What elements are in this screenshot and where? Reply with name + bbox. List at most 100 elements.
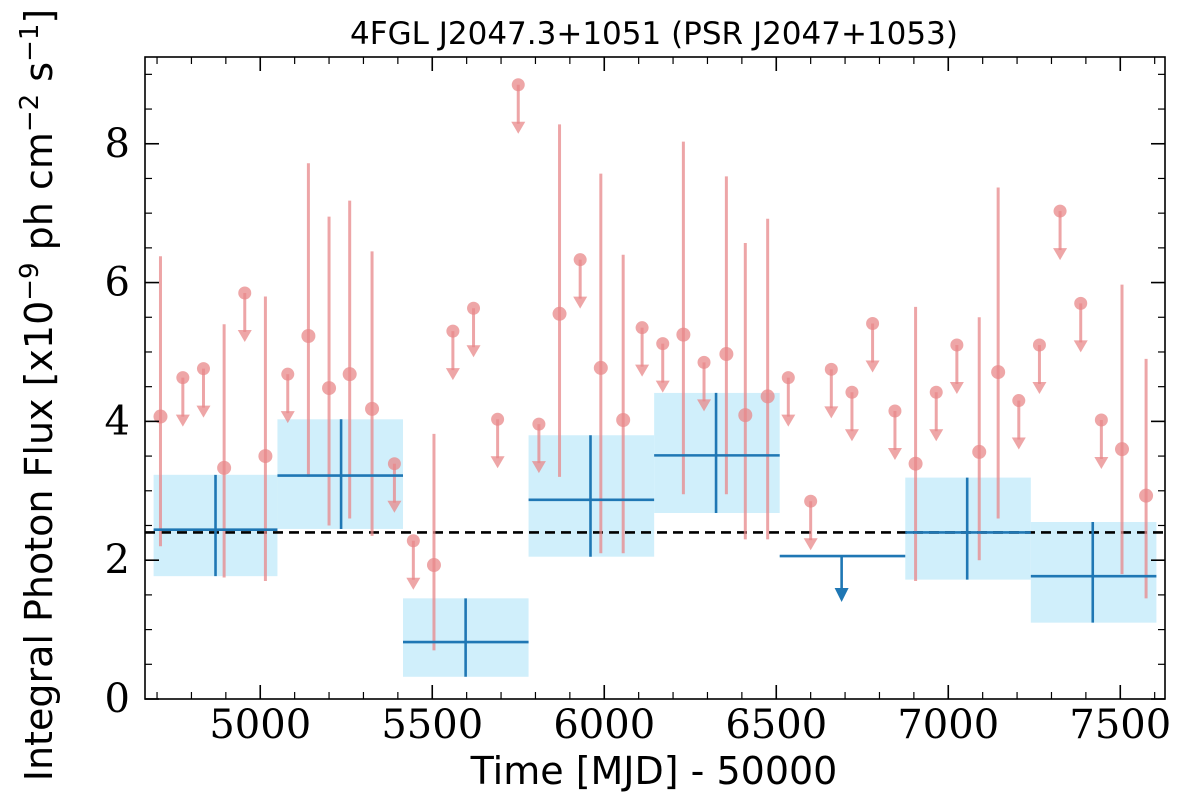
short-bin-upper-limit-arrow-7: [466, 345, 481, 358]
short-bin-upper-limit-arrow-19: [865, 360, 880, 373]
plot-area: [145, 78, 1165, 677]
short-bin-point-18: [1114, 442, 1129, 457]
short-bin-upper-limit-point-21: [929, 385, 943, 399]
short-bin-upper-limit-point-25: [1053, 204, 1067, 218]
short-bin-upper-limit-arrow-4: [387, 500, 402, 513]
short-bin-upper-limit-point-22: [950, 338, 964, 352]
short-bin-upper-limit-point-2: [238, 286, 252, 300]
chart-title: 4FGL J2047.3+1051 (PSR J2047+1053): [350, 16, 958, 52]
short-bin-upper-limit-point-10: [532, 417, 546, 431]
x-tick-label-5: 7500: [1069, 702, 1171, 748]
short-bin-point-6: [365, 401, 380, 416]
short-bin-upper-limit-arrow-5: [406, 577, 421, 590]
short-bin-upper-limit-arrow-22: [949, 382, 964, 395]
y-tick-label-0: 0: [105, 676, 130, 722]
short-bin-upper-limit-point-11: [573, 253, 587, 267]
y-tick-label-4: 8: [105, 121, 130, 167]
plot-frame: [144, 56, 1166, 700]
short-bin-upper-limit-arrow-26: [1073, 340, 1088, 353]
axis-ticks: 5000 5500 6000 6500 7000 7500 0 2 4 6 8: [105, 57, 1171, 748]
short-bin-upper-limit-arrow-21: [929, 429, 944, 442]
short-bin-upper-limit-arrow-18: [844, 429, 859, 442]
short-bin-point-14: [760, 389, 775, 404]
short-bin-upper-limit-arrow-13: [655, 380, 670, 393]
short-bin-upper-limit-arrow-2: [237, 329, 252, 342]
short-bin-upper-limit-point-1: [196, 362, 210, 376]
short-bin-upper-limit-arrow-3: [280, 411, 295, 424]
short-bin-upper-limit-point-7: [467, 301, 481, 315]
short-bin-upper-limit-point-18: [845, 385, 859, 399]
short-bin-upper-limit-arrow-9: [511, 121, 526, 134]
short-bin-point-3: [301, 329, 316, 344]
y-tick-label-1: 2: [105, 537, 130, 583]
short-bin-point-17: [991, 365, 1006, 380]
y-axis-label-part-3: s: [17, 62, 61, 94]
short-bin-upper-limit-arrow-27: [1094, 456, 1109, 469]
short-bin-upper-limit-point-23: [1012, 394, 1026, 408]
short-bin-upper-limit-arrow-24: [1032, 382, 1047, 395]
short-bin-upper-limit-arrow-14: [697, 399, 712, 412]
short-bin-upper-limit-point-4: [387, 457, 401, 471]
short-bin-point-16: [972, 444, 987, 459]
short-bin-upper-limit-arrow-20: [887, 447, 902, 460]
short-bin-upper-limit-point-5: [406, 534, 420, 548]
y-axis-label-exponent-2: −2: [15, 94, 45, 132]
y-axis-label-exponent-3: −1: [15, 24, 45, 62]
short-bin-point-9: [593, 360, 608, 375]
short-bin-upper-limit-arrow-6: [445, 368, 460, 381]
short-bin-upper-limit-arrow-1: [196, 405, 211, 418]
x-tick-label-3: 6500: [725, 702, 827, 748]
short-bin-upper-limit-point-14: [697, 355, 711, 369]
short-bin-upper-limit-point-9: [511, 78, 525, 92]
short-bin-point-19: [1139, 488, 1154, 503]
short-bin-upper-limit-point-15: [781, 371, 795, 385]
short-bin-upper-limit-point-3: [281, 367, 295, 381]
y-axis-label: Integral Photon Flux [x10−9 ph cm−2 s−1]: [15, 9, 61, 782]
short-bin-upper-limit-arrow-17: [824, 406, 839, 419]
short-bin-upper-limit-point-17: [824, 362, 838, 376]
x-tick-label-4: 7000: [897, 702, 999, 748]
short-bin-point-7: [426, 558, 441, 573]
short-bin-upper-limit-point-27: [1094, 413, 1108, 427]
short-bin-point-12: [719, 347, 734, 362]
short-bin-upper-limit-point-24: [1032, 338, 1046, 352]
short-bin-upper-limit-point-8: [491, 412, 505, 426]
x-tick-label-0: 5000: [209, 702, 311, 748]
short-bin-upper-limit-point-12: [635, 321, 649, 335]
short-bin-upper-limit-arrow-11: [573, 296, 588, 309]
short-bin-upper-limit-arrow-15: [781, 414, 796, 427]
x-tick-label-1: 5500: [381, 702, 483, 748]
short-bin-upper-limit-point-19: [866, 317, 880, 331]
short-bin-upper-limit-point-16: [804, 494, 818, 508]
x-axis-label: Time [MJD] - 50000: [470, 749, 838, 793]
y-axis-label-part-4: ]: [17, 9, 61, 24]
short-bin-point-10: [616, 412, 631, 427]
short-bin-upper-limit-arrow-10: [531, 461, 546, 474]
short-bin-upper-limit-point-20: [888, 404, 902, 418]
short-bin-point-1: [217, 460, 232, 475]
short-bin-point-5: [342, 367, 357, 382]
short-bin-point-15: [908, 456, 923, 471]
y-axis-label-part-2: ph cm: [17, 132, 61, 262]
y-tick-label-2: 4: [105, 398, 130, 444]
short-bin-upper-limit-point-0: [176, 371, 190, 385]
short-bin-upper-limit-point-6: [446, 324, 460, 338]
short-bin-upper-limit-arrow-23: [1011, 437, 1026, 450]
long-bin-upper-limit-arrow-0: [834, 588, 849, 603]
y-axis-label-exponent-1: −9: [15, 262, 45, 300]
short-bin-point-11: [676, 327, 691, 342]
y-tick-label-3: 6: [105, 260, 130, 306]
short-bin-upper-limit-arrow-0: [175, 414, 190, 427]
short-bin-point-0: [153, 409, 168, 424]
short-bin-point-8: [552, 306, 567, 321]
short-bin-point-13: [738, 408, 753, 423]
y-axis-label-part-1: Integral Photon Flux [x10: [17, 301, 61, 782]
x-tick-label-2: 6000: [553, 702, 655, 748]
short-bin-upper-limit-arrow-12: [635, 364, 650, 377]
short-bin-upper-limit-point-26: [1074, 296, 1088, 310]
short-bin-upper-limit-arrow-16: [803, 538, 818, 551]
short-bin-upper-limit-arrow-8: [490, 456, 505, 469]
short-bin-upper-limit-arrow-25: [1053, 248, 1068, 261]
short-bin-point-2: [258, 449, 273, 464]
